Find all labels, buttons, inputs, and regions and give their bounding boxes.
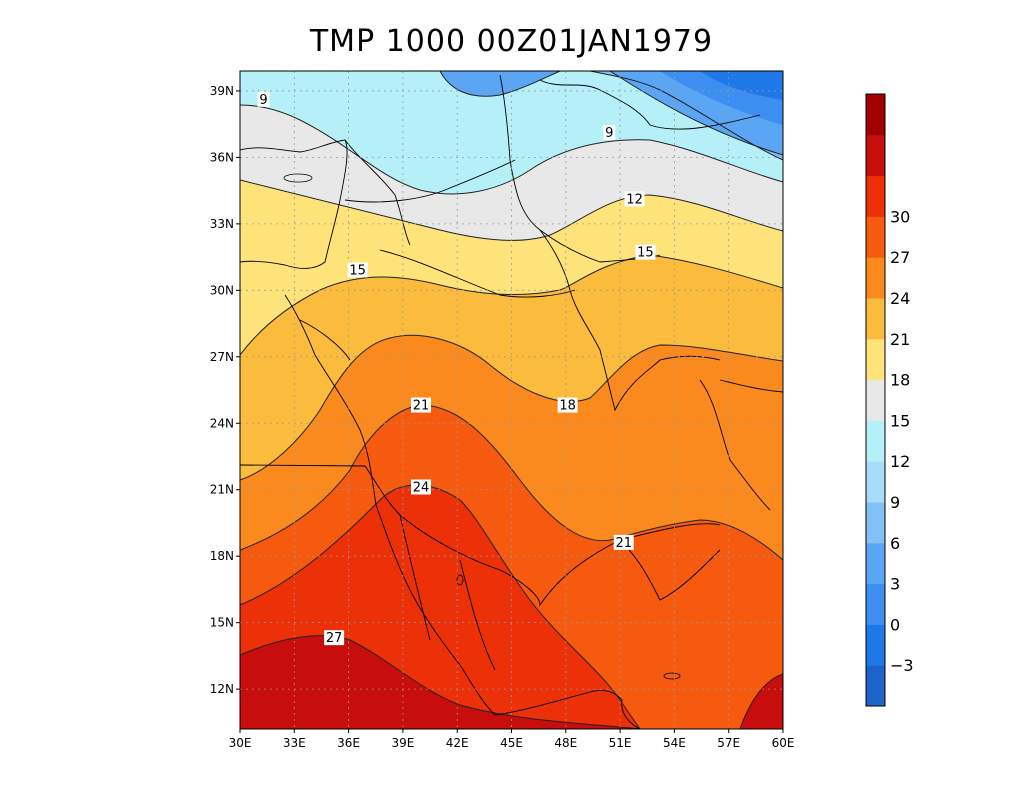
lon-tick-label: 36E bbox=[337, 736, 360, 750]
contour-label-bg bbox=[557, 397, 578, 413]
colorbar-label: 24 bbox=[890, 289, 910, 308]
lat-tick-label: 27N bbox=[210, 350, 234, 364]
colorbar-segment bbox=[866, 502, 885, 544]
lat-tick-label: 33N bbox=[210, 217, 234, 231]
contour-labels: 9 9 12 15 15 18 21 21 24 27 bbox=[257, 91, 656, 646]
lon-tick-label: 42E bbox=[446, 736, 469, 750]
colorbar-label: 0 bbox=[890, 615, 900, 634]
contour-label: 18 bbox=[559, 399, 576, 414]
lon-tick-label: 33E bbox=[283, 736, 306, 750]
contour-label: 24 bbox=[413, 481, 430, 496]
contour-label-bg bbox=[624, 191, 645, 207]
colorbar-label: 6 bbox=[890, 534, 900, 553]
contour-label: 21 bbox=[413, 399, 430, 414]
contour-label-bg bbox=[324, 630, 345, 646]
colorbar-segment bbox=[866, 338, 885, 381]
colorbar-segment bbox=[866, 134, 885, 177]
colorbar-label: 21 bbox=[890, 330, 910, 349]
map-title: TMP 1000 00Z01JAN1979 bbox=[309, 24, 714, 59]
colorbar-label: 12 bbox=[890, 452, 910, 471]
contour-label: 15 bbox=[637, 246, 654, 261]
contour-label: 9 bbox=[605, 126, 613, 141]
contour-label: 12 bbox=[626, 192, 643, 207]
colorbar-segment bbox=[866, 542, 885, 585]
colorbar-label: 18 bbox=[890, 371, 910, 390]
contour-label-bg bbox=[603, 125, 616, 141]
colorbar-segment bbox=[866, 216, 885, 258]
contour-lines bbox=[240, 71, 783, 729]
colorbar-segment bbox=[866, 461, 885, 503]
lon-tick-label: 57E bbox=[717, 736, 740, 750]
lat-tick-label: 36N bbox=[210, 150, 234, 164]
lon-tick-label: 51E bbox=[609, 736, 632, 750]
colorbar-label: 9 bbox=[890, 493, 900, 512]
contour-label-bg bbox=[411, 479, 431, 495]
contour-label-bg bbox=[613, 534, 634, 550]
lat-tick-label: 24N bbox=[210, 416, 234, 430]
lon-tick-label: 60E bbox=[772, 736, 795, 750]
lat-tick-label: 18N bbox=[210, 549, 234, 563]
colorbar: −3 0 3 6 9 12 15 18 21 24 27 30 bbox=[865, 93, 914, 707]
coastlines-borders bbox=[240, 74, 783, 729]
lon-tick-label: 45E bbox=[500, 736, 523, 750]
lat-tick-label: 12N bbox=[210, 682, 234, 696]
colorbar-segment bbox=[866, 420, 885, 462]
contour-label-bg bbox=[347, 262, 368, 278]
contour-label-bg bbox=[635, 244, 656, 260]
colorbar-segment bbox=[866, 175, 885, 217]
plot-area bbox=[240, 71, 783, 729]
colorbar-label: 30 bbox=[890, 207, 910, 226]
colorbar-segment bbox=[866, 624, 885, 666]
contour-label: 21 bbox=[615, 536, 632, 551]
colorbar-segment bbox=[866, 583, 885, 625]
lat-tick-label: 39N bbox=[210, 84, 234, 98]
lon-tick-label: 39E bbox=[391, 736, 414, 750]
colorbar-label: 27 bbox=[890, 248, 910, 267]
colorbar-segment bbox=[866, 379, 885, 421]
lon-tick-label: 48E bbox=[554, 736, 577, 750]
contour-label: 9 bbox=[259, 93, 267, 108]
colorbar-segment bbox=[866, 298, 885, 340]
colorbar-label: 3 bbox=[890, 575, 900, 594]
contour-label: 27 bbox=[326, 631, 343, 646]
colorbar-label: −3 bbox=[890, 656, 914, 675]
lat-tick-label: 15N bbox=[210, 616, 234, 630]
lon-tick-label: 54E bbox=[663, 736, 686, 750]
contour-label-bg bbox=[257, 91, 270, 107]
band-coldest bbox=[700, 71, 783, 100]
colorbar-frame bbox=[865, 93, 886, 707]
contour-label-bg bbox=[411, 397, 431, 413]
axis-ticks: 30E 33E 36E 39E 42E 45E 48E 51E 54E 57E 60E 12N 15N 1… bbox=[210, 84, 795, 750]
lat-tick-label: 30N bbox=[210, 283, 234, 297]
colorbar-label: 15 bbox=[890, 411, 910, 430]
colorbar-segment bbox=[866, 665, 885, 707]
contour-label: 15 bbox=[349, 263, 366, 278]
lat-tick-label: 21N bbox=[210, 483, 234, 497]
colorbar-segment bbox=[866, 94, 885, 136]
lon-tick-label: 30E bbox=[229, 736, 252, 750]
colorbar-segment bbox=[866, 257, 885, 299]
grid-lines bbox=[240, 71, 783, 729]
